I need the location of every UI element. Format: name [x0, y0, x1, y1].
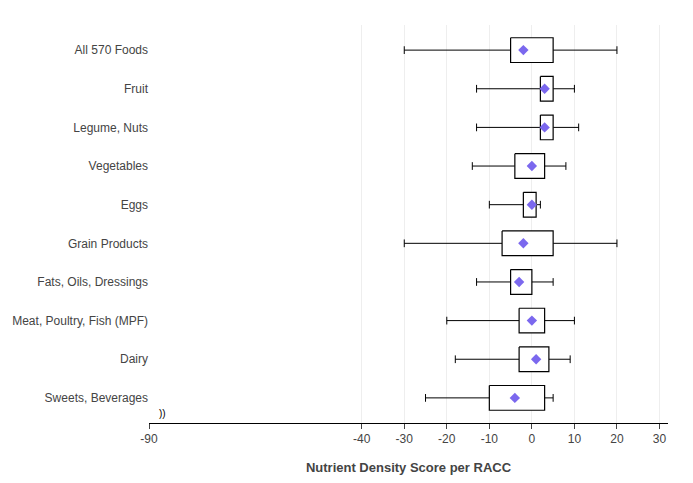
svg-text:Eggs: Eggs [121, 198, 148, 212]
svg-text:Legume, Nuts: Legume, Nuts [73, 121, 148, 135]
svg-text:30: 30 [653, 432, 667, 446]
svg-text:10: 10 [568, 432, 582, 446]
svg-text:All 570 Foods: All 570 Foods [75, 43, 148, 57]
svg-text:-10: -10 [481, 432, 499, 446]
svg-text:Fruit: Fruit [124, 82, 149, 96]
svg-text:Fats, Oils, Dressings: Fats, Oils, Dressings [37, 275, 148, 289]
svg-text:Meat, Poultry, Fish (MPF): Meat, Poultry, Fish (MPF) [12, 314, 148, 328]
svg-text:20: 20 [610, 432, 624, 446]
svg-text:-20: -20 [438, 432, 456, 446]
svg-text:)): )) [159, 408, 166, 419]
svg-text:-90: -90 [140, 432, 158, 446]
svg-text:-40: -40 [353, 432, 371, 446]
svg-text:Grain Products: Grain Products [68, 237, 148, 251]
svg-text:Sweets, Beverages: Sweets, Beverages [45, 391, 148, 405]
svg-text:Dairy: Dairy [120, 352, 148, 366]
svg-text:-30: -30 [396, 432, 414, 446]
svg-text:Nutrient Density Score per RAC: Nutrient Density Score per RACC [306, 460, 512, 475]
svg-text:Vegetables: Vegetables [89, 159, 148, 173]
svg-text:0: 0 [529, 432, 536, 446]
